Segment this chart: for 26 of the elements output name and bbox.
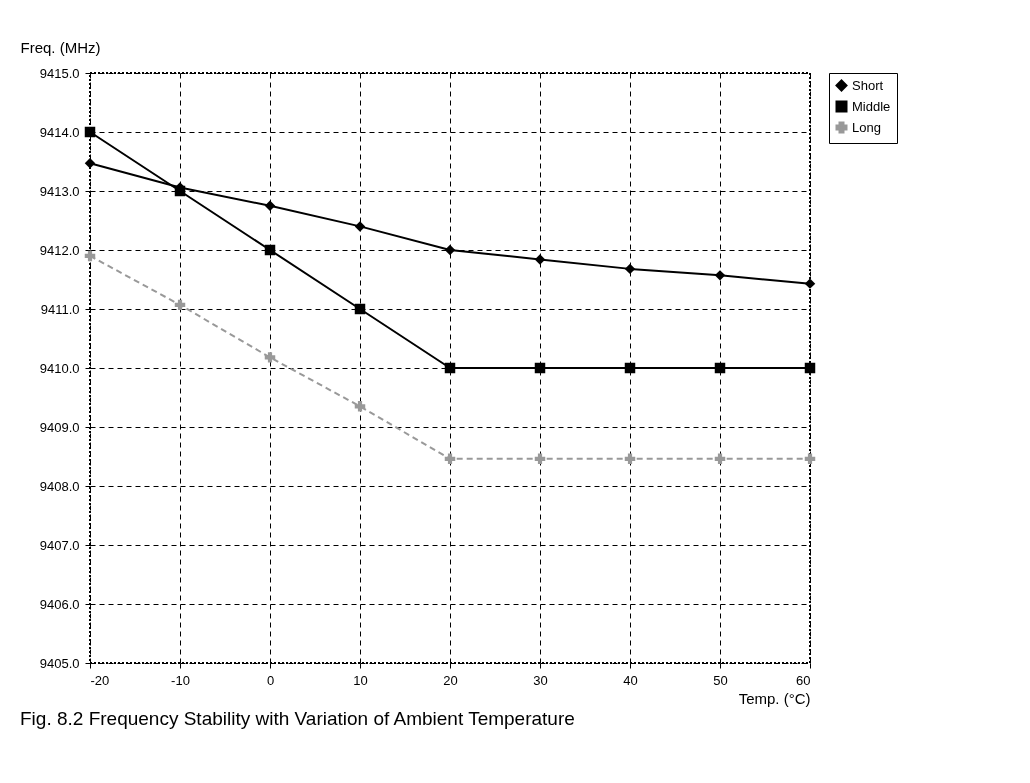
y-tick-label: 9405.0 <box>39 655 80 671</box>
x-tick-label: 60 <box>796 672 811 688</box>
y-tick-label: 9407.0 <box>39 537 80 553</box>
y-tick-label: 9415.0 <box>39 65 80 81</box>
legend-label: Long <box>852 119 881 135</box>
y-tick-label: 9406.0 <box>39 596 80 612</box>
x-tick-label: 0 <box>266 672 275 688</box>
y-axis-title: Freq. (MHz) <box>20 38 101 56</box>
x-tick-label: -10 <box>171 672 190 688</box>
legend-label: Middle <box>852 98 891 114</box>
y-tick-label: 9413.0 <box>39 183 80 199</box>
y-tick-label: 9409.0 <box>39 419 80 435</box>
y-tick-label: 9414.0 <box>39 124 80 140</box>
y-tick-label: 9410.0 <box>39 360 80 376</box>
x-tick-label: 50 <box>713 672 728 688</box>
x-axis-title: Temp. (°C) <box>738 689 811 707</box>
x-tick-label: 10 <box>353 672 368 688</box>
y-tick-label: 9408.0 <box>39 478 80 494</box>
x-tick-label: 30 <box>533 672 548 688</box>
text: Fig. 8.2 Frequency Stability with Variation of Ambient Temperature <box>20 708 575 729</box>
legend-label: Short <box>852 77 884 93</box>
x-tick-label: -20 <box>90 672 110 688</box>
x-tick-label: 20 <box>443 672 458 688</box>
y-tick-label: 9412.0 <box>39 242 80 258</box>
x-tick-label: 40 <box>623 672 638 688</box>
y-tick-label: 9411.0 <box>40 301 80 317</box>
